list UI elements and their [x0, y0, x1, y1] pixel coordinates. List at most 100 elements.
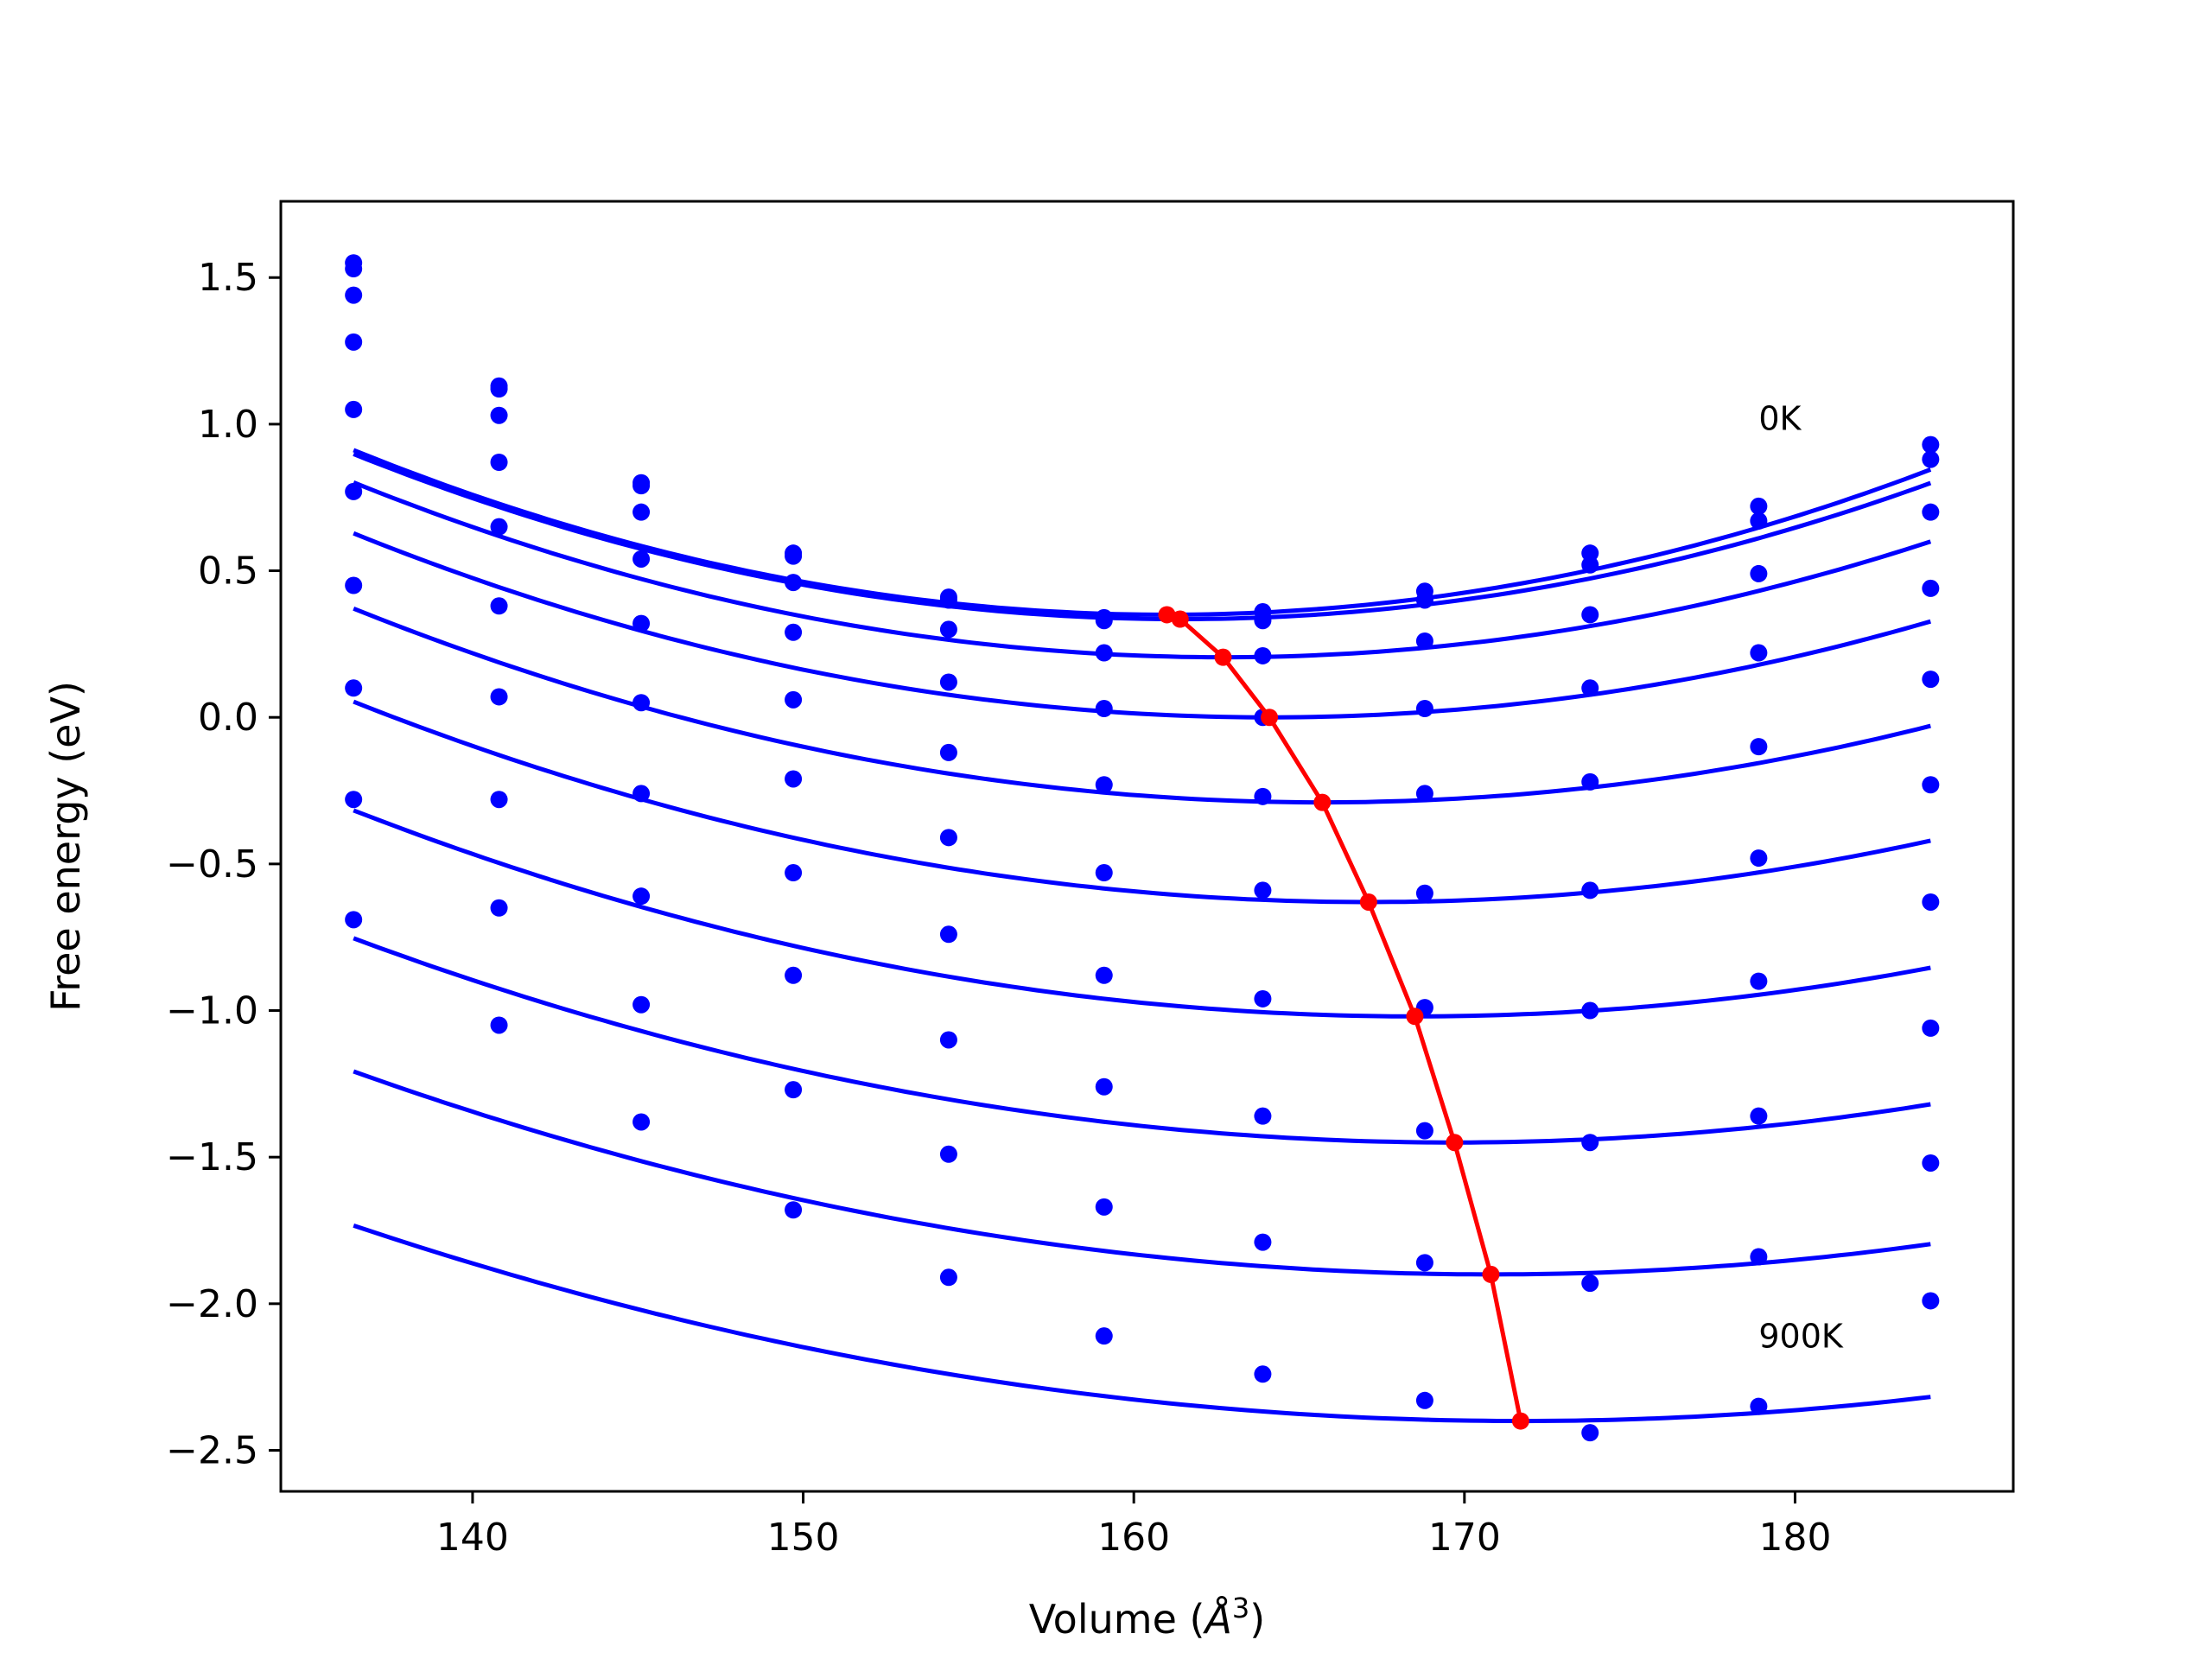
data-point-3-9	[1750, 644, 1768, 662]
data-point-5-9	[1750, 849, 1768, 868]
data-point-1-7	[1415, 591, 1433, 609]
data-point-6-8	[1581, 1001, 1599, 1020]
data-point-8-2	[632, 995, 651, 1014]
data-point-8-8	[1581, 1274, 1599, 1293]
data-point-8-0	[345, 791, 363, 809]
data-point-4-1	[490, 518, 508, 536]
y-tick-label-6: −1.5	[166, 1135, 258, 1179]
equilibrium-line	[1166, 613, 1523, 1422]
data-point-2-0	[345, 286, 363, 304]
data-point-5-4	[939, 829, 957, 847]
data-point-2-6	[1254, 646, 1272, 664]
fit-curve-4	[353, 606, 1931, 805]
fit-curve-3	[353, 531, 1931, 720]
data-point-3-7	[1415, 700, 1433, 718]
data-point-7-2	[632, 887, 651, 906]
data-point-8-4	[939, 1145, 957, 1163]
x-axis-label: Volume (Å3)	[1029, 1592, 1265, 1643]
axis-ticks: 140 150 160 170 180 1.5 1.0 0.5 0.0 −0.5 −1.0 −1.5 −…	[166, 256, 1831, 1560]
data-point-2-7	[1415, 632, 1433, 650]
data-point-4-7	[1415, 785, 1433, 803]
y-tick-label-2: 0.5	[198, 550, 258, 594]
equilibrium-point-8	[1482, 1265, 1500, 1283]
data-point-7-8	[1581, 1134, 1599, 1152]
data-point-9-1	[490, 1016, 508, 1034]
curve-annotation-0: 0K	[1758, 400, 1802, 438]
data-point-6-3	[785, 864, 803, 882]
data-point-4-4	[939, 743, 957, 761]
data-point-3-5	[1095, 700, 1113, 718]
equilibrium-point-2	[1214, 648, 1232, 666]
y-axis-label: Free energy (eV)	[42, 681, 89, 1012]
data-point-5-2	[632, 694, 651, 712]
data-point-8-10	[1922, 1154, 1940, 1172]
data-point-6-6	[1254, 989, 1272, 1007]
y-tick-label-8: −2.5	[166, 1428, 258, 1472]
data-point-6-4	[939, 925, 957, 944]
data-point-4-2	[632, 614, 651, 632]
data-point-7-3	[785, 966, 803, 984]
data-point-1-3	[785, 547, 803, 565]
data-point-9-5	[1095, 1327, 1113, 1345]
data-point-1-0	[345, 260, 363, 278]
data-point-9-3	[785, 1201, 803, 1219]
fit-curve-2	[353, 480, 1932, 660]
data-point-0-10	[1922, 435, 1940, 454]
data-point-3-8	[1581, 679, 1599, 697]
x-axis-label-symbol: Å	[1202, 1596, 1231, 1643]
data-point-2-3	[785, 574, 803, 592]
fit-curve-8	[353, 1069, 1931, 1277]
data-point-5-6	[1254, 881, 1272, 899]
y-tick-label-4: −0.5	[166, 842, 258, 887]
data-point-3-1	[490, 453, 508, 471]
data-point-1-1	[490, 380, 508, 398]
y-tick-label-3: 0.0	[198, 696, 258, 740]
data-point-4-3	[785, 690, 803, 709]
x-axis-label-close: )	[1249, 1596, 1265, 1643]
data-point-9-7	[1415, 1391, 1433, 1409]
x-tick-label-3: 170	[1428, 1516, 1501, 1560]
data-point-2-5	[1095, 644, 1113, 662]
data-point-3-0	[345, 333, 363, 351]
equilibrium-point-6	[1406, 1007, 1424, 1026]
data-point-5-0	[345, 482, 363, 500]
data-point-8-6	[1254, 1233, 1272, 1251]
data-point-2-10	[1922, 503, 1940, 521]
data-point-9-4	[939, 1268, 957, 1287]
y-tick-label-1: 1.0	[198, 403, 258, 447]
y-tick-label-0: 1.5	[198, 256, 258, 300]
data-point-6-1	[490, 688, 508, 706]
data-point-9-8	[1581, 1424, 1599, 1442]
fit-curve-0	[353, 448, 1932, 617]
data-point-1-6	[1254, 612, 1272, 630]
data-point-3-10	[1922, 579, 1940, 597]
data-point-2-8	[1581, 606, 1599, 624]
data-point-4-9	[1750, 738, 1768, 756]
equilibrium-point-4	[1313, 793, 1332, 811]
x-axis-label-text: Volume (	[1029, 1596, 1205, 1643]
x-tick-label-1: 150	[767, 1516, 840, 1560]
equilibrium-point-9	[1511, 1412, 1529, 1430]
curve-annotation-1: 900K	[1758, 1318, 1844, 1356]
data-point-4-8	[1581, 772, 1599, 791]
data-point-4-5	[1095, 776, 1113, 794]
data-point-7-10	[1922, 1019, 1940, 1037]
data-point-6-2	[632, 785, 651, 803]
x-tick-label-2: 160	[1097, 1516, 1170, 1560]
equilibrium-point-5	[1359, 893, 1377, 911]
data-point-5-5	[1095, 864, 1113, 882]
data-point-2-2	[632, 503, 651, 521]
data-point-1-4	[939, 591, 957, 609]
data-point-6-5	[1095, 966, 1113, 984]
data-point-8-5	[1095, 1198, 1113, 1216]
plot-data-layer: 0K 900K	[345, 254, 1940, 1442]
data-point-4-10	[1922, 671, 1940, 689]
y-tick-label-5: −1.0	[166, 989, 258, 1033]
fit-curve-6	[353, 808, 1931, 1019]
data-point-8-9	[1750, 1248, 1768, 1266]
data-point-7-1	[490, 791, 508, 809]
equilibrium-point-0	[1158, 606, 1176, 624]
data-point-9-10	[1922, 1292, 1940, 1310]
plot-area-frame	[279, 200, 2015, 1493]
